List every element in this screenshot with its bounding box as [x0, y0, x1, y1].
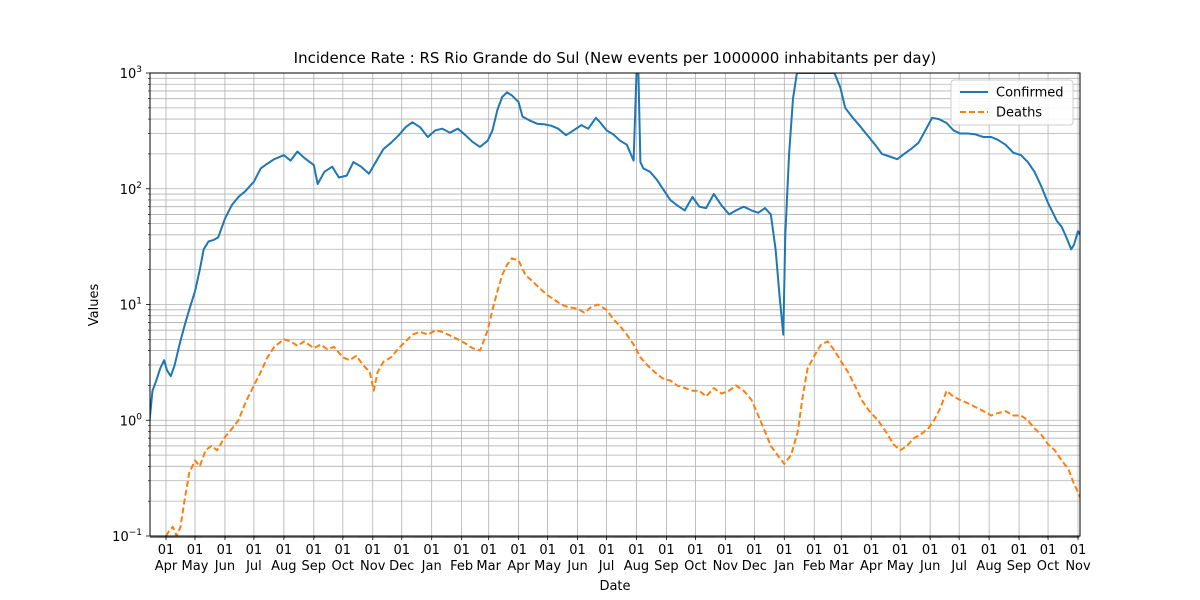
legend-label-confirmed: Confirmed [996, 86, 1064, 101]
x-tick-month-label: May [534, 559, 561, 574]
x-tick-day-label: 01 [833, 543, 850, 558]
chart-title: Incidence Rate : RS Rio Grande do Sul (N… [294, 49, 937, 67]
x-tick-month-label: Aug [271, 559, 296, 574]
x-tick-month-label: Apr [860, 559, 883, 574]
x-tick-month-label: Apr [155, 559, 178, 574]
x-tick-day-label: 01 [922, 543, 939, 558]
x-axis-title: Date [599, 579, 630, 594]
grid-minor [150, 77, 1080, 502]
x-tick-day-label: 01 [687, 543, 704, 558]
x-tick-day-label: 01 [658, 543, 675, 558]
x-tick-day-label: 01 [1040, 543, 1057, 558]
x-tick-day-label: 01 [717, 543, 734, 558]
x-tick-month-label: Jul [245, 559, 262, 574]
x-tick-day-label: 01 [453, 543, 470, 558]
x-tick-month-label: Jan [773, 559, 794, 574]
y-tick-exponent: 2 [136, 181, 142, 191]
x-tick-day-label: 01 [335, 543, 352, 558]
x-axis: 01Apr01May01Jun01Jul01Aug01Sep01Oct01Nov… [150, 536, 1091, 574]
x-tick-day-label: 01 [863, 543, 880, 558]
x-tick-month-label: Oct [1037, 559, 1059, 574]
x-tick-day-label: 01 [981, 543, 998, 558]
x-tick-month-label: Oct [684, 559, 706, 574]
x-tick-day-label: 01 [892, 543, 909, 558]
x-tick-day-label: 01 [276, 543, 293, 558]
x-tick-day-label: 01 [480, 543, 497, 558]
x-tick-day-label: 01 [306, 543, 323, 558]
x-tick-month-label: Feb [803, 559, 826, 574]
x-tick-month-label: Nov [360, 559, 386, 574]
x-tick-month-label: Oct [332, 559, 354, 574]
x-tick-month-label: Jan [421, 559, 442, 574]
legend: Confirmed Deaths [950, 79, 1074, 126]
x-tick-month-label: Sep [1007, 559, 1032, 574]
legend-label-deaths: Deaths [996, 106, 1042, 121]
x-tick-month-label: May [887, 559, 914, 574]
x-tick-day-label: 01 [510, 543, 527, 558]
x-tick-month-label: Jun [214, 559, 235, 574]
x-tick-day-label: 01 [217, 543, 234, 558]
x-tick-day-label: 01 [598, 543, 615, 558]
x-tick-day-label: 01 [246, 543, 263, 558]
x-tick-day-label: 01 [776, 543, 793, 558]
x-tick-day-label: 01 [806, 543, 823, 558]
plot-area [149, 72, 1081, 537]
x-tick-month-label: Sep [654, 559, 679, 574]
x-tick-month-label: Aug [976, 559, 1001, 574]
y-axis-title: Values [87, 284, 102, 327]
y-tick-exponent: 1 [136, 297, 142, 307]
x-tick-month-label: Nov [1065, 559, 1091, 574]
x-tick-month-label: Feb [450, 559, 473, 574]
x-tick-month-label: Mar [476, 559, 501, 574]
y-tick-exponent: 0 [136, 412, 142, 422]
x-tick-day-label: 01 [746, 543, 763, 558]
series-line-confirmed [150, 73, 1080, 430]
x-tick-month-label: Apr [507, 559, 530, 574]
x-tick-month-label: Dec [742, 559, 767, 574]
x-tick-month-label: Sep [302, 559, 327, 574]
x-tick-day-label: 01 [1070, 543, 1087, 558]
x-tick-month-label: Aug [624, 559, 649, 574]
x-tick-day-label: 01 [393, 543, 410, 558]
x-tick-month-label: Mar [829, 559, 854, 574]
x-tick-day-label: 01 [569, 543, 586, 558]
x-tick-day-label: 01 [423, 543, 440, 558]
x-tick-day-label: 01 [539, 543, 556, 558]
series-line-deaths [165, 257, 1080, 536]
x-tick-month-label: Jun [919, 559, 940, 574]
x-tick-day-label: 01 [158, 543, 175, 558]
x-tick-month-label: Jul [598, 559, 615, 574]
x-tick-month-label: Nov [713, 559, 739, 574]
x-tick-month-label: Jul [950, 559, 967, 574]
x-tick-day-label: 01 [951, 543, 968, 558]
x-tick-day-label: 01 [1011, 543, 1028, 558]
x-tick-month-label: Jun [566, 559, 587, 574]
x-tick-day-label: 01 [187, 543, 204, 558]
x-tick-day-label: 01 [628, 543, 645, 558]
y-tick-exponent: −1 [129, 528, 142, 538]
x-tick-day-label: 01 [364, 543, 381, 558]
x-tick-month-label: Dec [389, 559, 414, 574]
series-layer [150, 73, 1080, 536]
y-tick-exponent: 3 [136, 65, 142, 75]
x-tick-month-label: May [182, 559, 209, 574]
